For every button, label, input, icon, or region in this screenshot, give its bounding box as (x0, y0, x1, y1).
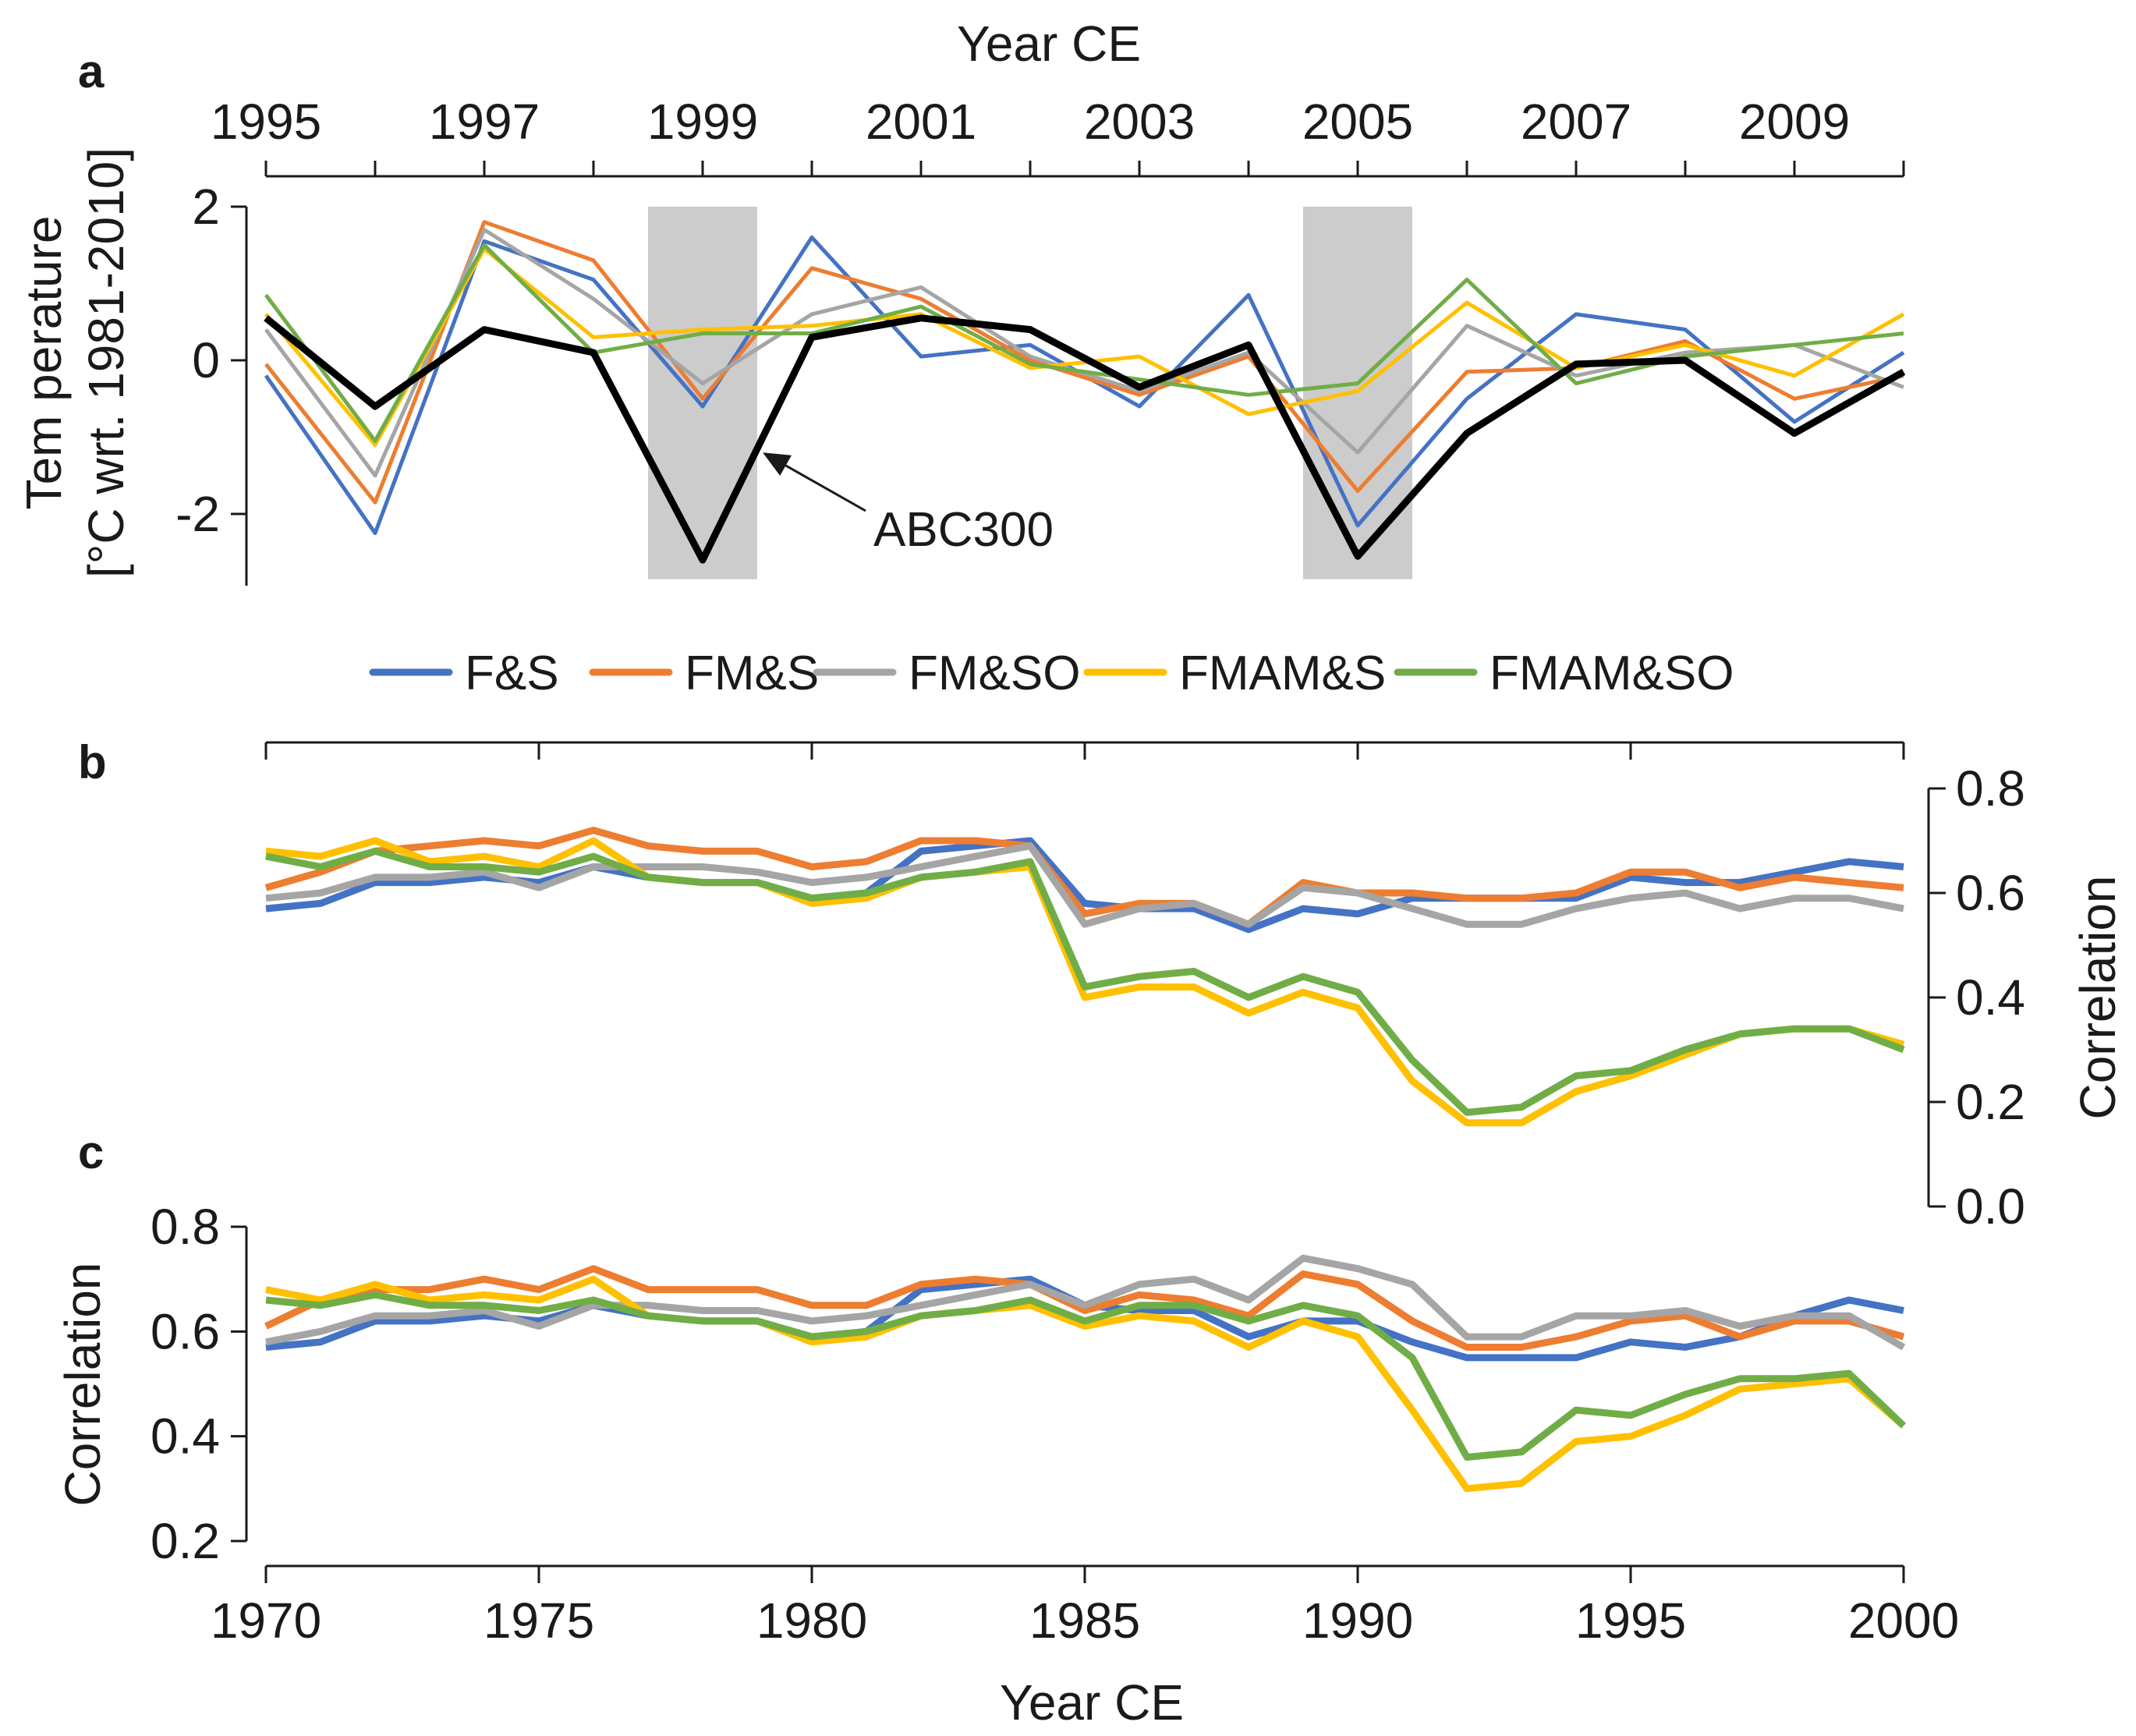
panel-a-letter: a (78, 45, 104, 97)
panel-c-x-tick-label: 2000 (1848, 1593, 1959, 1649)
panel-a-x-tick-label: 1999 (647, 94, 758, 150)
panel-a-y-tick-label: 0 (192, 332, 220, 388)
panel-b-letter: b (78, 736, 107, 788)
panel-c: c 0.80.60.40.2 Correlation 1970 1975 1980 1… (55, 1126, 1959, 1731)
panel-a-x-tick-label: 1995 (211, 94, 321, 150)
panel-a-x-tick-label: 2003 (1084, 94, 1195, 150)
legend-label-f-and-s: F&S (465, 647, 559, 700)
panel-a-y-tick-label: 2 (192, 179, 220, 235)
abc300-arrow-head (763, 452, 792, 477)
panel-c-line-fm-and-so (265, 1254, 1906, 1351)
panel-c-y-tick-label: 0.6 (151, 1303, 220, 1359)
panel-c-x-title: Year CE (1000, 1674, 1184, 1731)
panel-b: b 0.8 0.6 0.4 0.2 0.0 Correlation (78, 736, 2126, 1235)
panel-a-y-title-line2: [°C wrt. 1981-2010] (78, 147, 134, 578)
panel-a-annotation: ABC300 (763, 452, 1054, 557)
legend-label-fm-and-so: FM&SO (909, 647, 1080, 700)
panel-c-x-tick-label: 1980 (756, 1593, 867, 1649)
panel-c-y-title: Correlation (55, 1262, 111, 1506)
panel-a-x-tick-label: 2005 (1302, 94, 1413, 150)
panel-a-y-tick-label: -2 (175, 486, 220, 542)
panel-b-y-title: Correlation (2070, 875, 2126, 1119)
panel-a-x-tick-label: 2009 (1739, 94, 1850, 150)
panel-a-lines (264, 220, 1906, 564)
panel-a-x-tick-label: 2007 (1521, 94, 1631, 150)
panel-a-line-fmam-and-so (264, 243, 1904, 443)
legend-label-fm-and-s: FM&S (685, 647, 819, 700)
panel-a-y-title-line1: Tem perature (16, 215, 72, 509)
abc300-label: ABC300 (873, 503, 1054, 557)
panel-a-x-title: Year CE (957, 16, 1141, 72)
panel-c-x-tick-label: 1990 (1302, 1593, 1413, 1649)
legend-item-f-and-s: F&S (369, 647, 559, 700)
panel-c-line-fm-and-s (264, 1265, 1905, 1351)
panel-b-y-tick-label: 0.0 (1956, 1178, 2025, 1235)
panel-c-y-tick-label: 0.8 (151, 1199, 220, 1255)
panel-a-y-ticks: 2 0 -2 (175, 179, 246, 542)
panel-a-x-ticks: 1995 1997 1999 2001 2003 2005 2007 2009 (211, 94, 1905, 176)
panel-b-line-fm-and-s (264, 827, 1904, 928)
panel-c-line-fmam-and-s (265, 1275, 1906, 1493)
panel-b-lines (264, 827, 1905, 1127)
panel-c-y-tick-label: 0.4 (151, 1408, 220, 1465)
panel-c-x-tick-label: 1970 (211, 1593, 321, 1649)
panel-a: a Year CE 1995 1997 1999 2001 2003 2005 2007 20… (16, 16, 1906, 586)
panel-c-x-ticks: 1970 1975 1980 1985 1990 1995 2000 (211, 1566, 1959, 1649)
legend-item-fmam-and-s: FMAM&S (1083, 647, 1386, 700)
panel-b-x-ticks (264, 742, 1905, 760)
legend-label-fmam-and-s: FMAM&S (1179, 647, 1386, 700)
panel-c-x-tick-label: 1985 (1029, 1593, 1140, 1649)
panel-b-y-tick-label: 0.6 (1956, 865, 2025, 921)
panel-b-line-fmam-and-so (265, 847, 1905, 1116)
panel-b-line-fm-and-so (265, 842, 1904, 928)
panel-c-x-tick-label: 1995 (1575, 1593, 1686, 1649)
legend-item-fmam-and-so: FMAM&SO (1394, 647, 1734, 700)
legend: F&S FM&S FM&SO FMAM&S FMAM&SO (369, 647, 1734, 700)
panel-c-x-tick-label: 1975 (484, 1593, 594, 1649)
panel-c-letter: c (78, 1126, 104, 1178)
panel-c-lines (264, 1254, 1907, 1493)
panel-c-y-tick-label: 0.2 (151, 1513, 220, 1569)
legend-label-fmam-and-so: FMAM&SO (1490, 647, 1734, 700)
panel-c-line-fmam-and-so (265, 1291, 1907, 1461)
panel-a-line-abc300 (264, 314, 1906, 564)
panel-b-y-tick-label: 0.2 (1956, 1074, 2025, 1130)
shaded-interval-1 (648, 207, 757, 579)
panel-b-y-ticks: 0.8 0.6 0.4 0.2 0.0 (1929, 760, 2025, 1235)
panel-a-x-tick-label: 1997 (429, 94, 540, 150)
panel-a-x-tick-label: 2001 (866, 94, 976, 150)
abc300-arrow-line (785, 464, 866, 512)
panel-b-y-tick-label: 0.4 (1956, 969, 2025, 1026)
panel-a-line-f-and-s (264, 235, 1905, 536)
legend-item-fm-and-so: FM&SO (813, 647, 1080, 700)
panel-b-line-fmam-and-s (265, 837, 1905, 1127)
panel-c-y-ticks: 0.8 0.6 0.4 0.2 (151, 1199, 246, 1569)
panel-b-y-tick-label: 0.8 (1956, 760, 2025, 817)
legend-item-fm-and-s: FM&S (589, 647, 819, 700)
panel-b-line-f-and-s (265, 837, 1904, 934)
